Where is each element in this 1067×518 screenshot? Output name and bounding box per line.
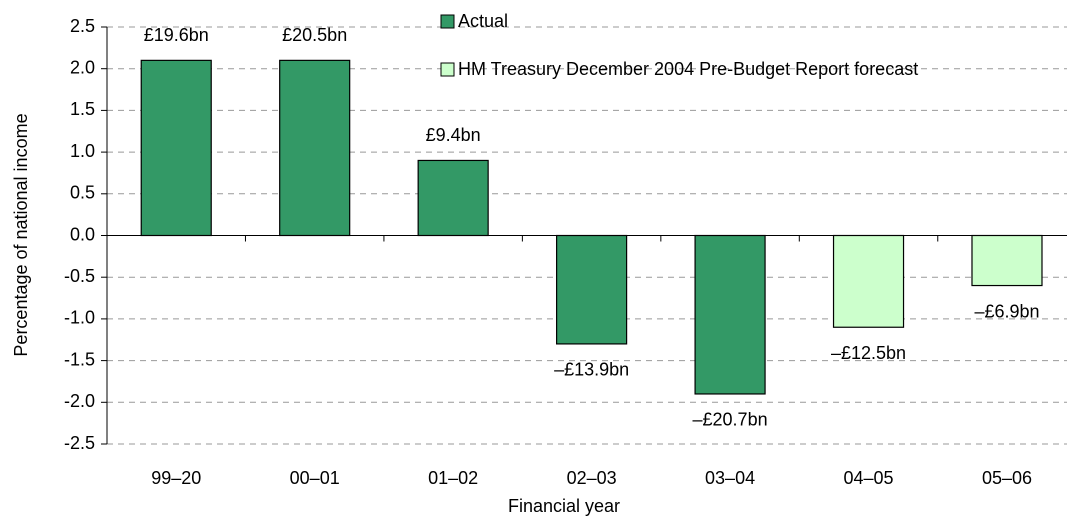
bar (417, 159, 489, 237)
x-tick-label: 04–05 (843, 468, 893, 488)
bar (140, 59, 212, 237)
y-tick-label: 1.5 (70, 99, 95, 119)
bar (971, 234, 1043, 287)
data-label: –£20.7bn (693, 410, 768, 430)
x-tick-label: 02–03 (567, 468, 617, 488)
data-label: –£12.5bn (831, 343, 906, 363)
y-tick-label: -1.0 (64, 308, 95, 328)
bar (832, 234, 905, 328)
x-tick-label: 00–01 (290, 468, 340, 488)
x-tick-label: 99–20 (151, 468, 201, 488)
legend-swatch (440, 14, 455, 29)
data-label: £9.4bn (426, 125, 481, 145)
bar (279, 59, 351, 237)
y-tick-label: -2.5 (64, 433, 95, 453)
y-axis-label: Percentage of national income (11, 113, 31, 356)
y-tick-label: 0.5 (70, 183, 95, 203)
data-label: £20.5bn (282, 25, 347, 45)
y-tick-label: 2.5 (70, 16, 95, 36)
legend-swatch (440, 62, 455, 77)
y-tick-label: -1.5 (64, 349, 95, 369)
bar (694, 234, 766, 395)
x-tick-label: 05–06 (982, 468, 1032, 488)
x-tick-label: 03–04 (705, 468, 755, 488)
data-label: –£6.9bn (974, 301, 1039, 321)
y-tick-label: -0.5 (64, 266, 95, 286)
y-tick-label: -2.0 (64, 391, 95, 411)
y-tick-label: 1.0 (70, 141, 95, 161)
legend-label: HM Treasury December 2004 Pre-Budget Rep… (458, 59, 918, 79)
y-tick-label: 0.0 (70, 224, 95, 244)
bar (556, 234, 628, 345)
legend-label: Actual (458, 11, 508, 31)
y-tick-label: 2.0 (70, 57, 95, 77)
x-axis-label: Financial year (508, 496, 620, 516)
data-label: £19.6bn (144, 25, 209, 45)
x-tick-label: 01–02 (428, 468, 478, 488)
data-label: –£13.9bn (554, 360, 629, 380)
